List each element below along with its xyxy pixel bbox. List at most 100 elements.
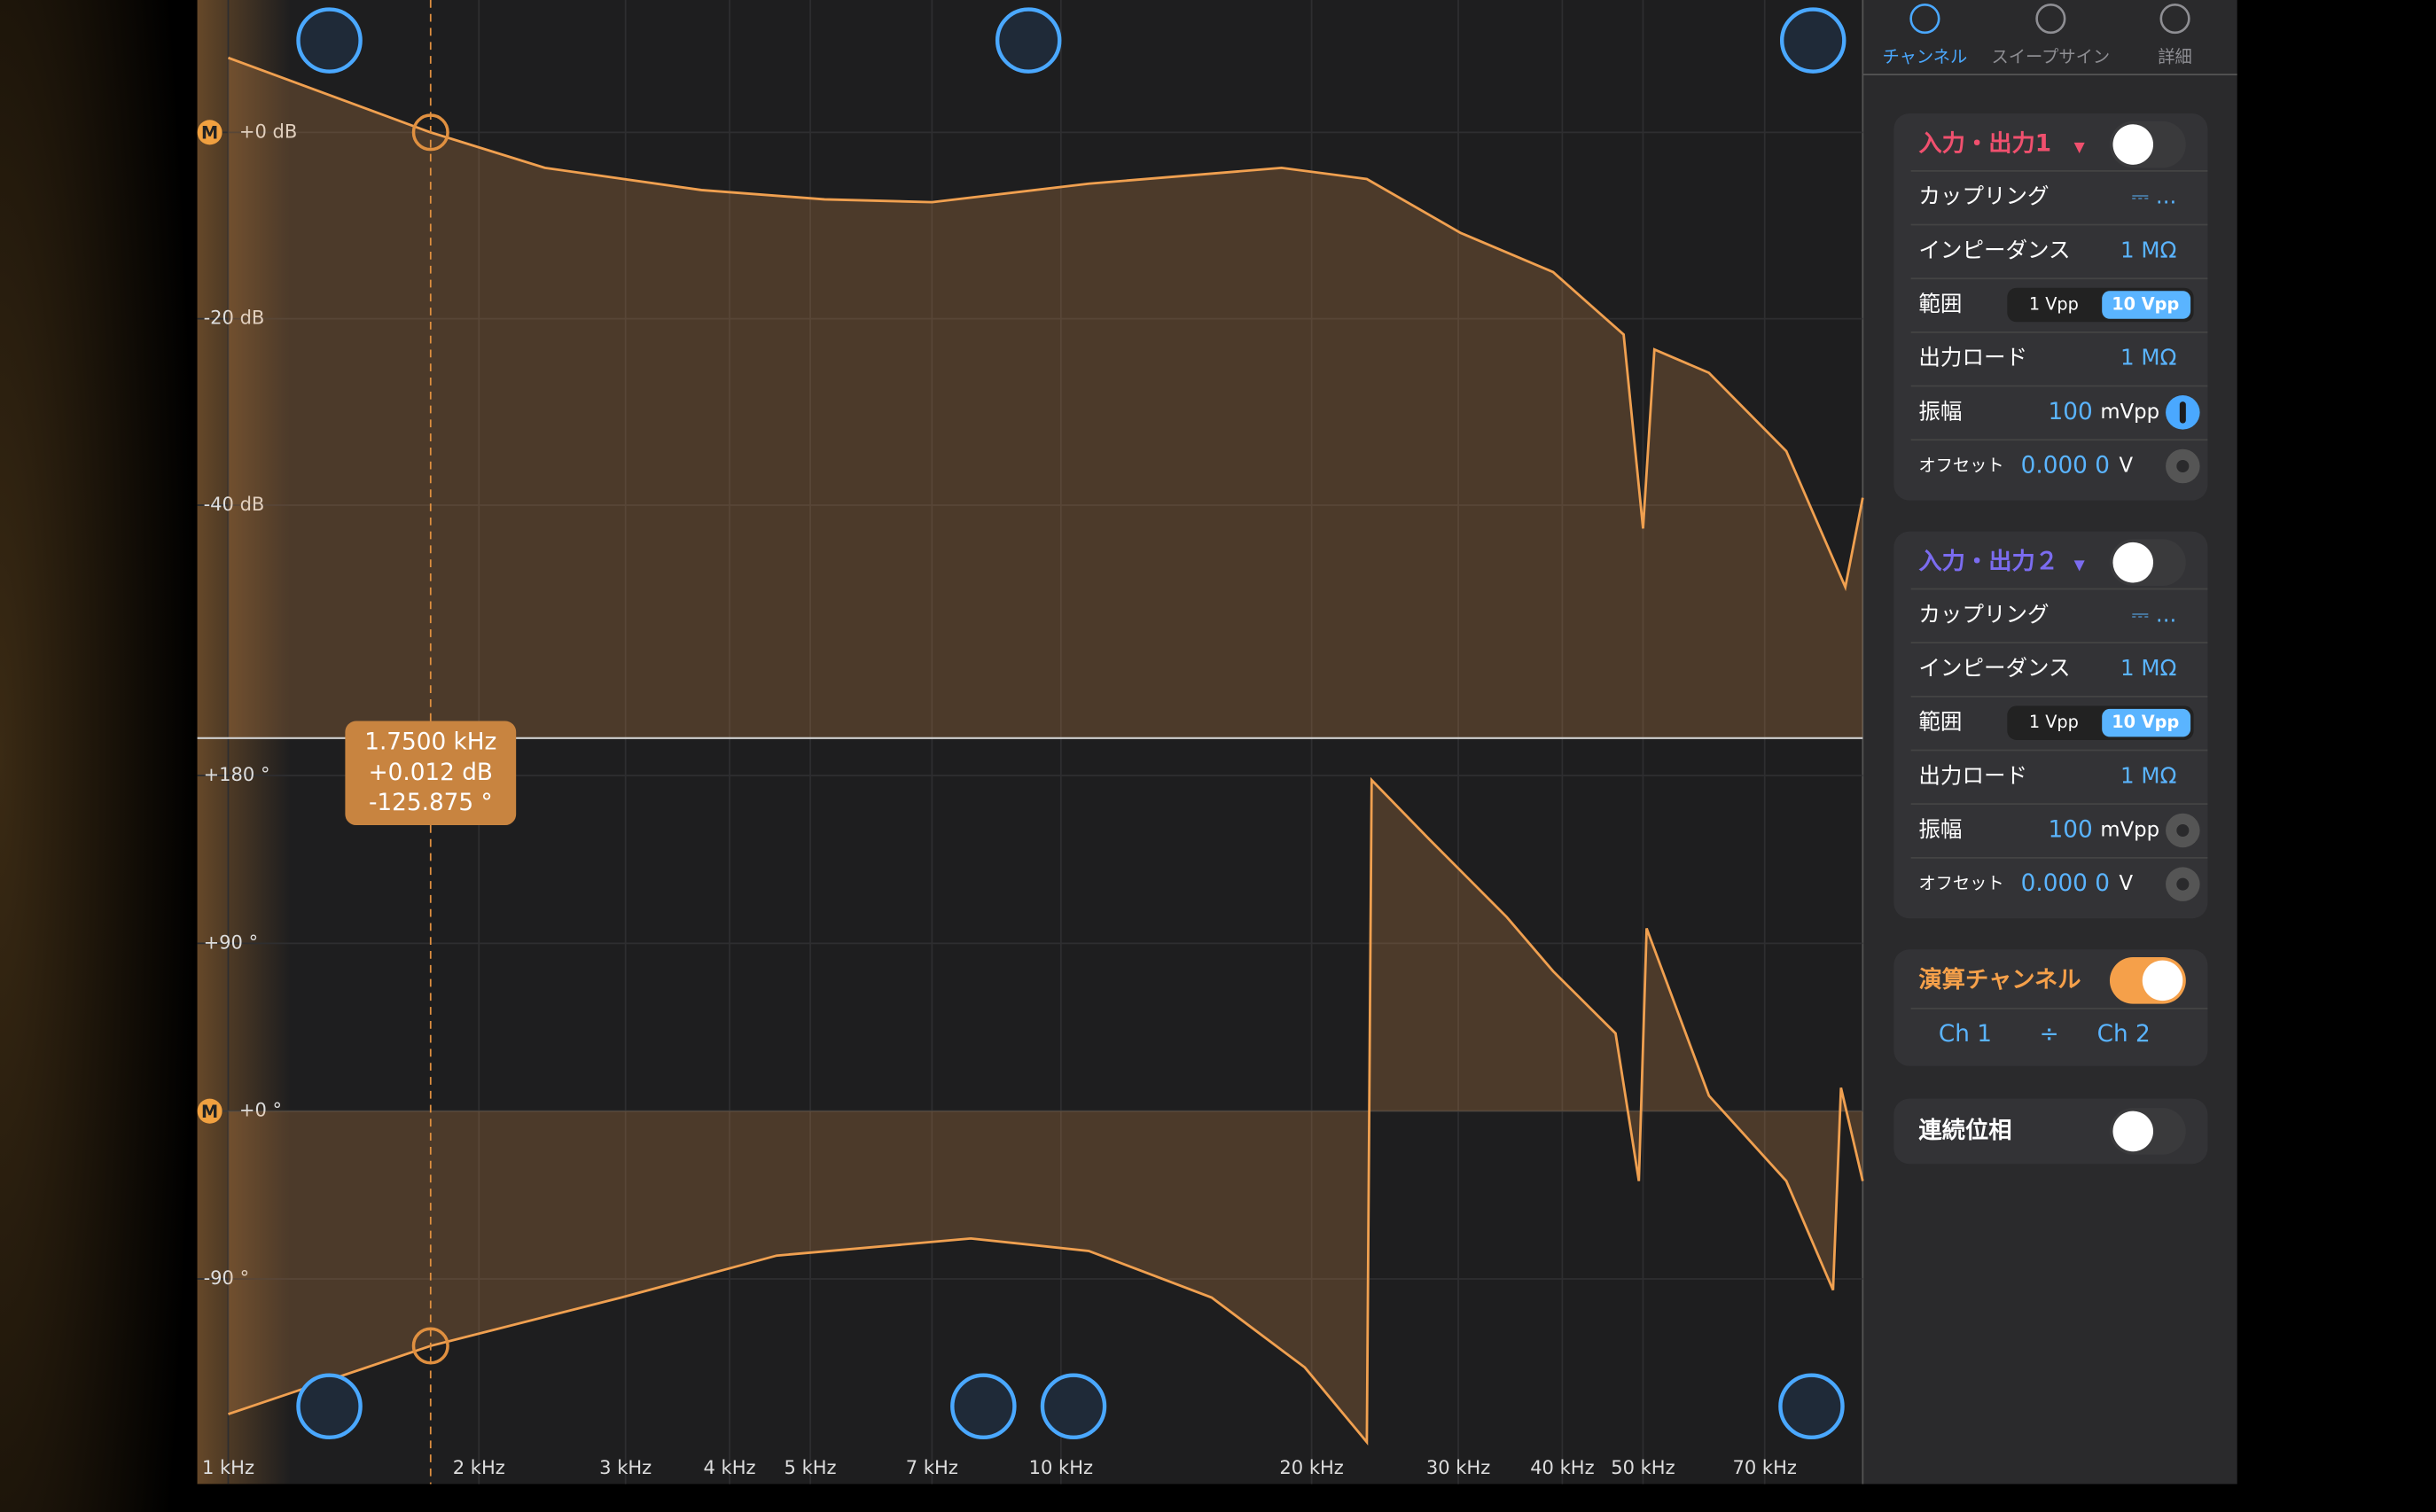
tab-icon[interactable] — [1909, 3, 1940, 35]
knob-core — [2176, 823, 2190, 837]
toolbar-button[interactable] — [296, 7, 363, 74]
toolbar-button[interactable] — [995, 7, 1062, 74]
x-tick-label: 4 kHz — [704, 1456, 756, 1478]
math-title: 演算チャンネル — [1918, 966, 2081, 994]
row-label: オフセット — [1918, 455, 2003, 475]
segment-selected — [2102, 291, 2191, 319]
toggle-knob — [2112, 1111, 2154, 1152]
dropdown-arrow: ▼ — [2074, 557, 2086, 573]
knob-core — [2179, 401, 2186, 424]
marker-label: M — [201, 123, 218, 144]
y-tick-label: -90 ° — [204, 1266, 250, 1289]
controls — [296, 7, 1847, 1440]
toggle-knob — [2142, 960, 2183, 1002]
y-tick-label: -20 dB — [204, 307, 265, 329]
x-tick-label: 10 kHz — [1029, 1456, 1093, 1478]
row-value[interactable]: 100 — [2049, 399, 2093, 425]
row-label: 出力ロード — [1918, 762, 2027, 788]
row-label: カップリング — [1918, 183, 2049, 209]
x-tick-label: 40 kHz — [1530, 1456, 1594, 1478]
x-tick-label: 30 kHz — [1426, 1456, 1490, 1478]
row-label: インピーダンス — [1918, 237, 2070, 262]
row-unit: mVpp — [2100, 401, 2159, 424]
row-label: 範囲 — [1918, 709, 1962, 735]
tab-icon[interactable] — [2159, 3, 2190, 35]
marker-badge — [197, 120, 223, 145]
marker-badge — [197, 1098, 223, 1124]
toolbar-button[interactable] — [950, 1373, 1017, 1440]
row-value[interactable]: 100 — [2049, 816, 2093, 843]
row-label: 振幅 — [1918, 398, 1962, 424]
cursor-readout-text: +0.012 dB — [369, 760, 493, 786]
backdrop — [2237, 0, 2436, 1512]
row-unit: V — [2119, 872, 2133, 895]
tab-label[interactable]: チャンネル — [1883, 46, 1968, 66]
row-value[interactable]: 0.000 0 — [2021, 452, 2110, 479]
toolbar-button[interactable] — [1778, 1373, 1845, 1440]
tab-icon[interactable] — [2035, 3, 2066, 35]
x-tick-label: 2 kHz — [453, 1456, 505, 1478]
row-value[interactable]: 0.000 0 — [2021, 870, 2110, 897]
channel-title[interactable]: 入力・出力1 — [1918, 131, 2051, 158]
knob-core — [2176, 877, 2190, 891]
magnitude-line — [227, 56, 1864, 592]
row-label: カップリング — [1918, 601, 2049, 627]
knob-core — [2176, 459, 2190, 473]
edge-glow — [197, 0, 291, 1485]
x-tick-label: 7 kHz — [906, 1456, 958, 1478]
x-tick-label: 20 kHz — [1279, 1456, 1343, 1478]
y-tick-label: -40 dB — [204, 493, 265, 515]
row-value[interactable]: 1 MΩ — [2120, 655, 2176, 681]
toolbar-button[interactable] — [1779, 7, 1847, 74]
cursor-point — [411, 1327, 449, 1365]
cursor-point — [411, 113, 449, 152]
cursor-readout-text: -125.875 ° — [369, 790, 493, 816]
segment-label[interactable]: 1 Vpp — [2029, 712, 2079, 732]
toggle-knob — [2112, 542, 2154, 583]
toolbar-button[interactable] — [296, 1373, 363, 1440]
row-value[interactable]: 1 MΩ — [2120, 345, 2176, 370]
tab-label[interactable]: スイープサイン — [1992, 46, 2111, 66]
dropdown-arrow: ▼ — [2074, 138, 2086, 155]
math-operand[interactable]: Ch 2 — [2097, 1021, 2151, 1048]
x-tick-label: 70 kHz — [1732, 1456, 1796, 1478]
marker-label: M — [201, 1102, 218, 1122]
segment-label[interactable]: 10 Vpp — [2112, 712, 2179, 732]
x-tick-label: 1 kHz — [202, 1456, 254, 1478]
row-unit: V — [2119, 454, 2133, 477]
row-value[interactable]: 1 MΩ — [2120, 762, 2176, 788]
toolbar-button[interactable] — [1040, 1373, 1107, 1440]
y-tick-label: +180 ° — [204, 763, 270, 785]
segment-selected — [2102, 708, 2191, 737]
row-label: 振幅 — [1918, 816, 1962, 842]
y-tick-label: +0 ° — [239, 1099, 282, 1121]
x-tick-label: 50 kHz — [1611, 1456, 1675, 1478]
cursor-readout-text: 1.7500 kHz — [364, 729, 496, 756]
row-label: オフセット — [1918, 873, 2003, 893]
magnitude-area — [228, 58, 1863, 738]
channel-title[interactable]: 入力・出力２ — [1918, 549, 2058, 575]
row-label: 出力ロード — [1918, 345, 2027, 370]
plot: 1 kHz 2 kHz 3 kHz 4 kHz 5 kHz 7 kHz 10 kHz 20 k… — [197, 0, 1864, 1485]
y-tick-label: +90 ° — [204, 931, 259, 953]
row-label: インピーダンス — [1918, 655, 2070, 681]
cursor-readout — [345, 721, 517, 826]
segment-label[interactable]: 10 Vpp — [2112, 294, 2179, 315]
row-unit: mVpp — [2100, 818, 2159, 841]
row-value[interactable]: ⎓ ... — [2132, 183, 2177, 209]
tab-label[interactable]: 詳細 — [2158, 46, 2192, 66]
segment-label[interactable]: 1 Vpp — [2029, 294, 2079, 315]
math-operand[interactable]: ÷ — [2040, 1021, 2059, 1048]
row-value[interactable]: 1 MΩ — [2120, 237, 2176, 262]
bottom-bar — [197, 1484, 2237, 1512]
math-operand[interactable]: Ch 1 — [1939, 1021, 1992, 1048]
backdrop — [0, 0, 198, 1512]
phase-line — [228, 776, 1864, 1446]
row-label: 範囲 — [1918, 291, 1962, 316]
row-value[interactable]: ⎓ ... — [2132, 601, 2177, 627]
toggle-knob — [2112, 124, 2154, 165]
x-tick-label: 3 kHz — [599, 1456, 652, 1478]
